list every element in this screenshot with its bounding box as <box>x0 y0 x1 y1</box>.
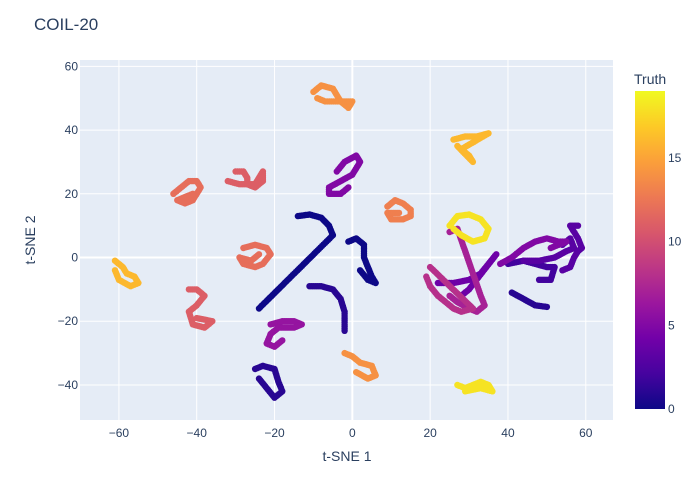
y-tick-label: 40 <box>65 123 79 137</box>
y-tick-label: 20 <box>65 187 79 201</box>
data-point[interactable] <box>279 337 286 344</box>
colorbar-tick-label: 0 <box>668 402 675 416</box>
data-point[interactable] <box>255 305 263 312</box>
colorbar-tick-label: 10 <box>668 235 682 249</box>
colorbar[interactable] <box>635 91 665 409</box>
data-point[interactable] <box>454 142 461 150</box>
colorbar-title: Truth <box>634 71 666 87</box>
colorbar-tick-label: 15 <box>668 151 682 165</box>
x-tick-label: 20 <box>423 426 437 440</box>
scatter-points <box>111 82 586 401</box>
data-point[interactable] <box>314 95 321 102</box>
x-tick-label: −20 <box>264 426 285 440</box>
data-point[interactable] <box>189 190 196 197</box>
y-tick-label: 60 <box>65 59 79 73</box>
data-point[interactable] <box>574 222 582 229</box>
data-point[interactable] <box>345 184 352 191</box>
data-point[interactable] <box>255 251 263 258</box>
colorbar-tick-label: 5 <box>668 318 675 332</box>
x-axis-title: t-SNE 1 <box>322 448 371 464</box>
data-point[interactable] <box>356 267 364 274</box>
x-tick-label: −60 <box>109 426 130 440</box>
data-point[interactable] <box>547 244 554 252</box>
y-tick-labels: −40 −20 0 20 40 60 <box>58 59 79 392</box>
chart-title: COIL-20 <box>34 15 98 34</box>
y-axis-title: t-SNE 2 <box>22 215 38 264</box>
y-tick-label: −40 <box>58 378 79 392</box>
data-point[interactable] <box>450 225 457 232</box>
x-tick-labels: −60 −40 −20 0 20 40 60 <box>109 426 593 440</box>
data-point[interactable] <box>543 303 551 311</box>
data-point[interactable] <box>535 276 543 283</box>
data-point[interactable] <box>395 209 403 217</box>
x-tick-label: 0 <box>349 426 356 440</box>
colorbar-tick-labels: 0 5 10 15 <box>668 151 682 416</box>
data-point[interactable] <box>341 327 348 334</box>
data-point[interactable] <box>353 369 360 376</box>
grid-lines <box>80 60 613 420</box>
data-point[interactable] <box>255 375 263 382</box>
x-tick-label: 60 <box>579 426 593 440</box>
y-tick-label: −20 <box>58 314 79 328</box>
data-point[interactable] <box>224 177 231 185</box>
data-point[interactable] <box>111 267 119 274</box>
data-point[interactable] <box>193 314 200 322</box>
data-point[interactable] <box>426 263 434 271</box>
x-tick-label: −40 <box>187 426 208 440</box>
x-tick-label: 40 <box>501 426 515 440</box>
y-tick-label: 0 <box>71 251 78 265</box>
data-point[interactable] <box>462 388 469 395</box>
